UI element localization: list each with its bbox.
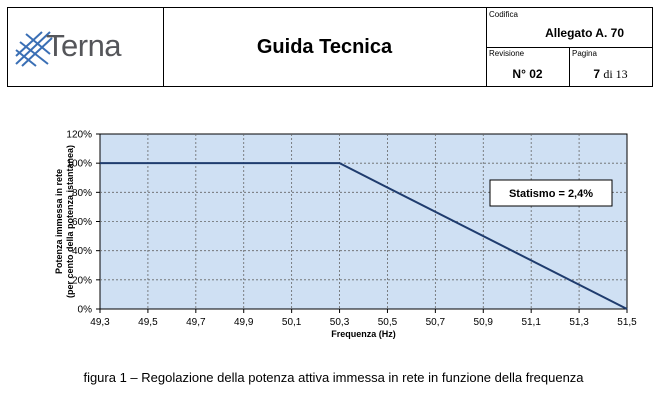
annotation-text: Statismo = 2,4%: [509, 188, 593, 200]
y-tick-label: 20%: [72, 275, 92, 286]
x-tick-label: 49,7: [186, 317, 206, 328]
x-tick-label: 51,1: [521, 317, 541, 328]
x-tick-label: 50,1: [282, 317, 302, 328]
y-axis-label-group: Potenza immessa in rete (per cento della …: [54, 145, 75, 298]
logo-text: Terna: [46, 28, 122, 63]
y-axis-label-line: Potenza immessa in rete: [54, 169, 64, 274]
y-tick-label: 60%: [72, 217, 92, 228]
x-tick-label: 50,3: [330, 317, 350, 328]
pagina-cell: Pagina 7 di 13: [569, 47, 652, 86]
revisione-cell: Revisione N° 02: [486, 47, 570, 86]
y-tick-label: 0%: [78, 305, 93, 316]
revisione-label: Revisione: [489, 49, 525, 58]
y-tick-label: 80%: [72, 188, 92, 199]
y-tick-label: 120%: [66, 130, 92, 141]
terna-logo-icon: [15, 31, 53, 67]
plot-area: [99, 133, 628, 310]
x-tick-label: 49,5: [138, 317, 158, 328]
pagina-number: 7: [593, 67, 600, 81]
codifica-label: Codifica: [489, 10, 518, 19]
revisione-value: N° 02: [512, 67, 543, 81]
y-tick-label: 40%: [72, 246, 92, 257]
x-axis-label: Frequenza (Hz): [331, 329, 396, 339]
x-tick-label: 50,5: [378, 317, 398, 328]
y-tick-label: 100%: [66, 159, 92, 170]
codifica-value: Allegato A. 70: [545, 26, 624, 40]
x-tick-label: 49,3: [90, 317, 110, 328]
x-tick-label: 50,7: [426, 317, 446, 328]
x-tick-label: 49,9: [234, 317, 254, 328]
pagina-label: Pagina: [572, 49, 597, 58]
document-title: Guida Tecnica: [256, 35, 393, 58]
series-line: [100, 162, 628, 310]
title-cell: Guida Tecnica: [163, 8, 487, 86]
pagina-value: 7 di 13: [569, 67, 652, 82]
logo-cell: Terna: [8, 8, 164, 86]
y-axis-label-line: (per cento della potenza istantanea): [65, 145, 75, 298]
droop-chart: 0% 20% 40% 60% 80% 100% 120% 49,3 49,5 49,7 49,9 50…: [54, 130, 637, 340]
x-tick-label: 51,3: [569, 317, 589, 328]
codifica-cell: Codifica Allegato A. 70: [486, 8, 652, 48]
figure-caption: figura 1 – Regolazione della potenza att…: [83, 370, 584, 385]
annotation-box: [489, 179, 613, 207]
pagina-of: di 13: [603, 67, 628, 81]
x-tick-label: 51,5: [617, 317, 637, 328]
x-tick-label: 50,9: [474, 317, 494, 328]
document-header: Terna Guida Tecnica Codifica Allegato A.…: [7, 7, 653, 87]
